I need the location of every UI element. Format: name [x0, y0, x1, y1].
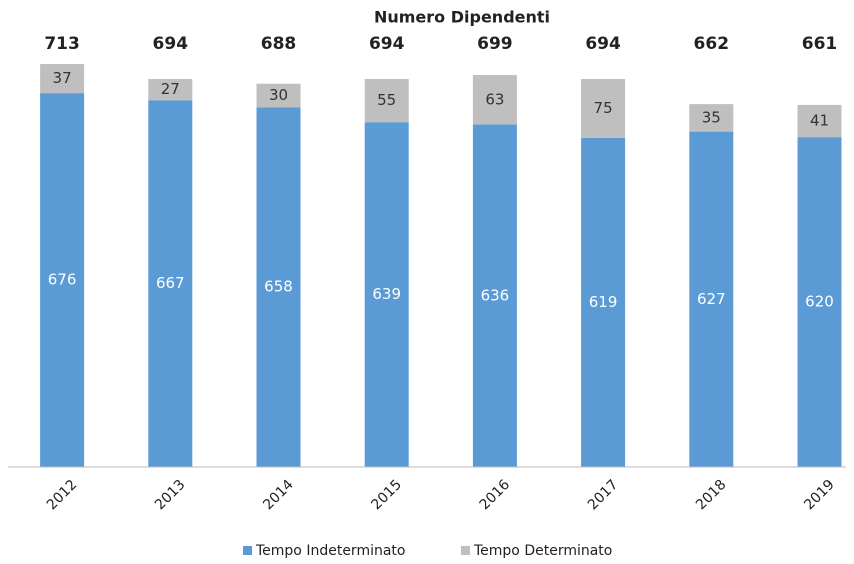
total-label: 694 — [153, 34, 189, 54]
value-label: 676 — [48, 271, 77, 289]
bar-segment — [797, 137, 842, 468]
value-label: 627 — [697, 290, 726, 308]
x-tick-label: 2014 — [260, 477, 297, 514]
bar-segment — [472, 124, 517, 468]
legend-label: Tempo Determinato — [473, 543, 612, 559]
total-label: 688 — [261, 34, 297, 54]
value-label: 35 — [702, 108, 721, 126]
x-tick-label: 2013 — [152, 477, 189, 514]
x-tick-label: 2016 — [477, 477, 514, 514]
value-label: 667 — [156, 274, 185, 292]
bar-segment — [689, 104, 734, 132]
legend-label: Tempo Indeterminato — [255, 543, 405, 559]
value-label: 30 — [269, 86, 288, 104]
total-label: 713 — [44, 34, 80, 54]
bar-segment — [581, 137, 626, 468]
value-label: 636 — [481, 286, 510, 304]
x-tick-label: 2017 — [585, 477, 622, 514]
bar-segment — [472, 75, 517, 125]
bar-segment — [148, 78, 193, 101]
total-label: 699 — [477, 34, 513, 54]
bar-segment — [40, 93, 85, 468]
bar-segment — [40, 64, 85, 94]
value-label: 27 — [161, 80, 180, 98]
bar-segment — [364, 122, 409, 467]
bar-segment — [797, 104, 842, 138]
value-label: 41 — [810, 112, 829, 130]
x-tick-label: 2015 — [368, 477, 405, 514]
value-label: 37 — [53, 69, 72, 87]
x-tick-label: 2019 — [801, 477, 838, 514]
value-label: 619 — [589, 293, 618, 311]
total-label: 661 — [802, 34, 838, 54]
value-label: 63 — [485, 90, 504, 108]
x-tick-label: 2018 — [693, 477, 730, 514]
value-label: 639 — [372, 285, 401, 303]
chart-title: Numero Dipendenti — [374, 8, 550, 27]
value-label: 620 — [805, 293, 834, 311]
bar-segment — [364, 78, 409, 123]
x-tick-label: 2012 — [44, 477, 81, 514]
value-label: 658 — [264, 278, 293, 296]
bar-segment — [581, 78, 626, 138]
bar-segment — [689, 131, 734, 468]
value-label: 75 — [594, 99, 613, 117]
legend-swatch — [461, 546, 470, 555]
bar-segment — [148, 100, 193, 468]
bar-segment — [256, 107, 301, 468]
value-label: 55 — [377, 91, 396, 109]
total-label: 694 — [369, 34, 405, 54]
legend-swatch — [243, 546, 252, 555]
total-label: 662 — [694, 34, 730, 54]
bar-segment — [256, 83, 301, 108]
total-label: 694 — [585, 34, 621, 54]
